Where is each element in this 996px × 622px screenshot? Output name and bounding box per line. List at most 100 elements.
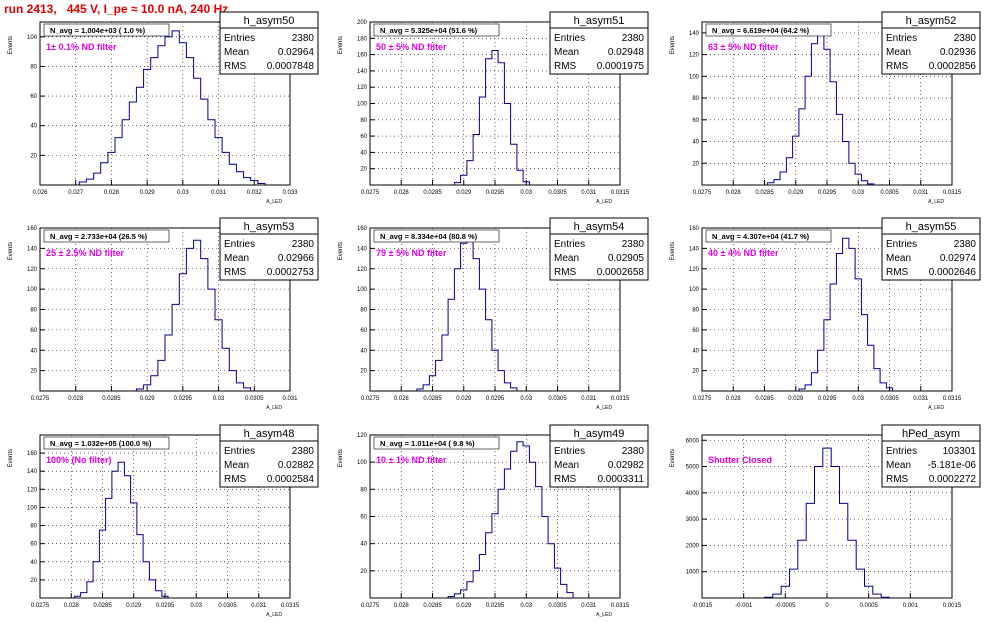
stats-name: h_asym49 [574, 428, 625, 440]
filter-annotation: 10 ± 1% ND filter [376, 455, 447, 465]
stats-value: 0.0002272 [929, 474, 977, 485]
histogram-title-box [705, 23, 832, 37]
y-tick-label: 2000 [686, 543, 700, 549]
stats-value: 0.0002584 [267, 474, 315, 485]
chart-panel-h_asym53: 20 40 60 80 100 120 140 160 0.0275 0.028 0.0285 0.0… [8, 217, 319, 411]
stats-label: Mean [554, 460, 579, 471]
stats-label: RMS [554, 474, 577, 485]
y-tick-label: 80 [692, 308, 699, 314]
x-tick-label: 0.0015 [943, 603, 962, 609]
x-tick-label: 0.03 [213, 396, 225, 402]
chart-panel-h_asym55: 20 40 60 80 100 120 140 160 0.0275 0.028 0.0285 0.0… [670, 217, 981, 411]
x-tick-label: 0.029 [456, 396, 472, 402]
x-tick-label: 0.03 [520, 396, 532, 402]
x-tick-label: 0.03 [852, 396, 864, 402]
stats-name: h_asym48 [244, 428, 295, 440]
y-tick-label: 100 [357, 460, 368, 466]
x-tick-label: 0 [825, 603, 829, 609]
x-tick-label: 0.028 [394, 396, 410, 402]
histogram-series [135, 239, 252, 391]
y-tick-label: 140 [27, 469, 38, 475]
stats-box [219, 424, 319, 488]
x-tick-label: 0.0315 [281, 603, 300, 609]
x-tick-label: 0.0295 [486, 190, 505, 196]
stats-box [219, 217, 319, 281]
stats-value: 0.02936 [940, 47, 977, 58]
stats-label: RMS [554, 267, 577, 278]
x-tick-label: 0.029 [456, 190, 472, 196]
histogram-series [447, 441, 574, 598]
y-tick-label: 160 [357, 226, 368, 232]
x-tick-label: 0.0295 [486, 396, 505, 402]
x-tick-label: 0.029 [126, 603, 142, 609]
y-tick-label: 1000 [686, 570, 700, 576]
y-tick-label: 120 [689, 267, 700, 273]
chart-panel-h_asym51: 20 40 60 80 100 120 140 160 180 200 0.0275 0.028 0.0… [338, 11, 649, 205]
y-tick-label: 140 [27, 246, 38, 252]
histogram-series [798, 237, 894, 391]
histogram-title-box [43, 23, 170, 37]
y-tick-label: 60 [360, 328, 367, 334]
y-tick-label: 80 [30, 308, 37, 314]
y-tick-label: 100 [357, 287, 368, 293]
y-axis-label: Events [8, 449, 14, 467]
y-tick-label: 20 [30, 153, 37, 159]
y-tick-label: 60 [360, 134, 367, 140]
x-tick-label: 0.0275 [361, 603, 380, 609]
x-axis-label: A_LED [596, 199, 612, 205]
stats-value: 0.02966 [278, 253, 315, 264]
histogram-series [78, 30, 266, 185]
stats-label: Entries [224, 33, 255, 44]
stats-name: hPed_asym [902, 428, 960, 440]
stats-box [219, 11, 319, 75]
x-tick-label: 0.031 [211, 190, 227, 196]
stats-label: Entries [886, 446, 917, 457]
y-tick-label: 100 [689, 74, 700, 80]
y-tick-label: 140 [357, 69, 368, 75]
y-tick-label: 6000 [686, 438, 700, 444]
x-tick-label: 0.03 [520, 603, 532, 609]
y-tick-label: 140 [357, 246, 368, 252]
y-tick-label: 40 [692, 348, 699, 354]
stats-box [881, 11, 981, 75]
stats-value: 0.0003311 [597, 474, 644, 485]
x-tick-label: 0.0305 [548, 190, 567, 196]
x-tick-label: 0.0275 [361, 190, 380, 196]
stats-name: h_asym51 [574, 15, 625, 27]
y-tick-label: 160 [27, 226, 38, 232]
histogram-title-box [373, 23, 500, 37]
x-tick-label: 0.0285 [755, 190, 774, 196]
x-tick-label: 0.033 [282, 190, 298, 196]
stats-value: 0.02974 [940, 253, 977, 264]
x-tick-label: 0.0285 [102, 396, 121, 402]
stats-name: h_asym52 [906, 15, 957, 27]
y-tick-label: 80 [360, 487, 367, 493]
stats-box [549, 217, 649, 281]
histogram-series [453, 50, 530, 185]
x-tick-label: 0.0305 [548, 396, 567, 402]
y-axis-label: Events [338, 449, 344, 467]
histogram-title: N_avg = 6.619e+04 (64.2 %) [712, 26, 810, 35]
y-axis-label: Events [338, 36, 344, 54]
y-tick-label: 80 [692, 96, 699, 102]
y-tick-label: 3000 [686, 517, 700, 523]
x-tick-label: 0.0285 [423, 190, 442, 196]
stats-value: 2380 [954, 33, 977, 44]
stats-value: 0.0002856 [929, 61, 977, 72]
histogram-title-box [705, 229, 832, 243]
x-tick-label: 0.032 [247, 190, 263, 196]
x-tick-label: 0.03 [177, 190, 189, 196]
stats-label: Mean [886, 460, 911, 471]
histogram-title: N_avg = 4.307e+04 (41.7 %) [712, 232, 810, 241]
stats-label: RMS [886, 267, 909, 278]
x-tick-label: -0.0015 [692, 603, 713, 609]
filter-annotation: 63 ± 5% ND filter [708, 42, 779, 52]
x-tick-label: 0.0275 [361, 396, 380, 402]
y-tick-label: 20 [360, 369, 367, 375]
x-tick-label: 0.0315 [611, 603, 630, 609]
stats-label: RMS [224, 61, 247, 72]
histogram-series [764, 447, 890, 598]
stats-value: 0.02982 [608, 460, 645, 471]
y-tick-label: 80 [360, 118, 367, 124]
